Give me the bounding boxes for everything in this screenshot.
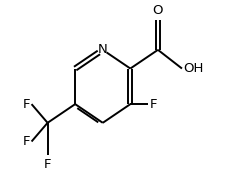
Text: F: F (22, 135, 30, 148)
Text: F: F (44, 158, 51, 171)
Text: N: N (98, 43, 108, 56)
Text: OH: OH (184, 62, 204, 75)
Text: O: O (153, 4, 163, 17)
Text: F: F (22, 98, 30, 111)
Text: F: F (150, 98, 157, 111)
